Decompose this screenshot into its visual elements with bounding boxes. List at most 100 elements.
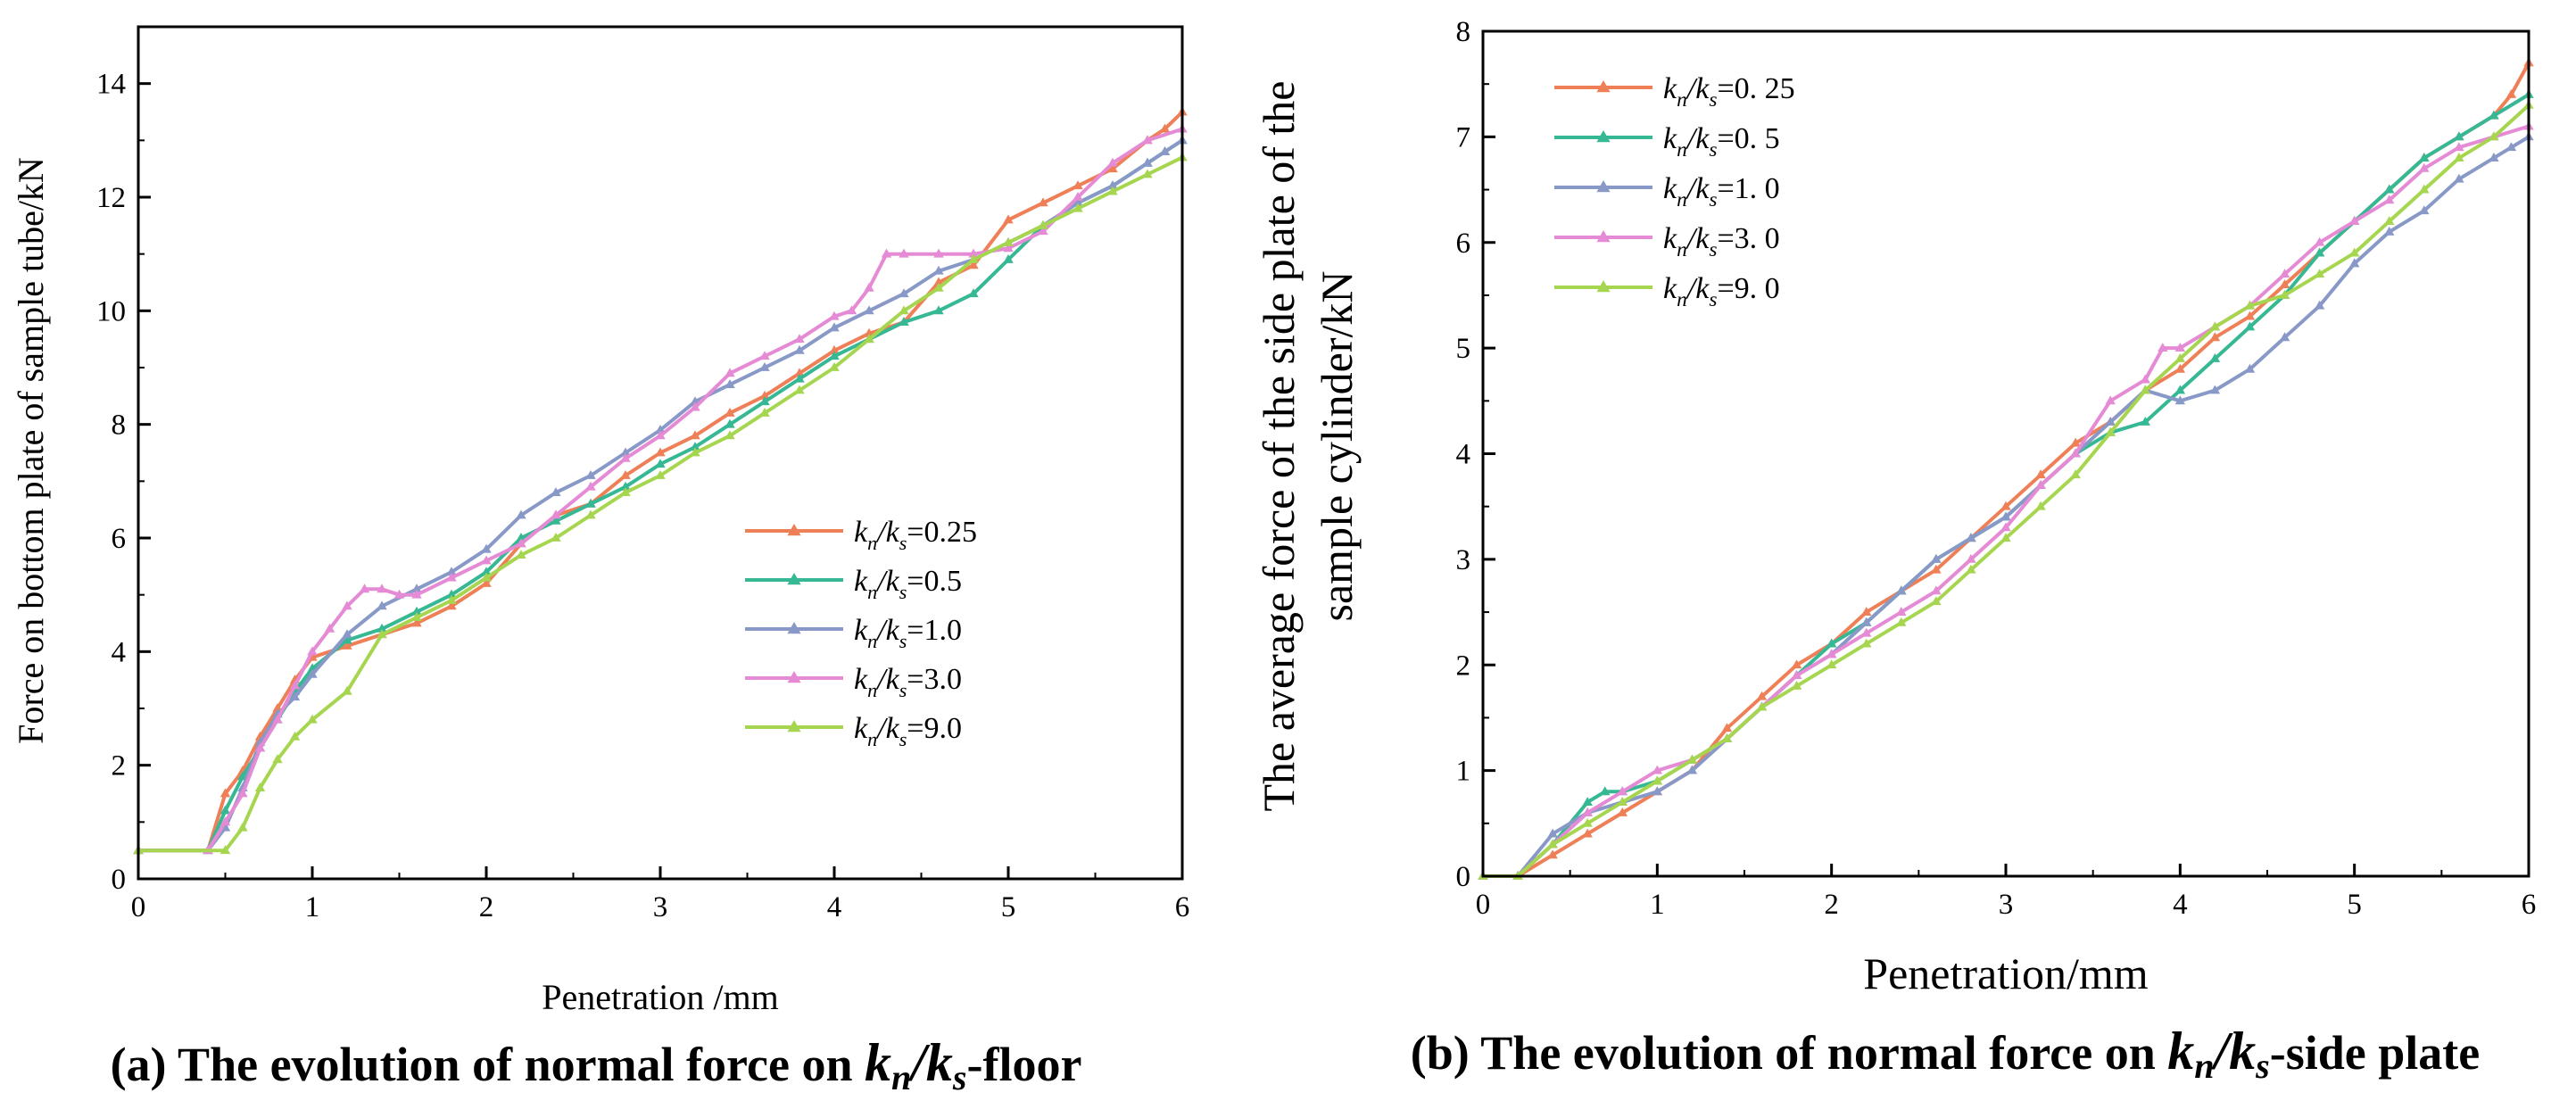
legend-item-kn0_5: kn/ks=0. 5 (1554, 122, 1780, 161)
legend-label: kn/ks=1. 0 (1663, 172, 1780, 211)
data-point (2419, 184, 2430, 194)
data-point (655, 447, 666, 457)
data-point (725, 368, 735, 377)
data-point (690, 447, 700, 457)
legend-marker (1596, 230, 1611, 243)
data-point (272, 754, 283, 764)
data-point (289, 680, 301, 690)
series-line (1483, 62, 2530, 878)
data-point (794, 334, 805, 344)
data-point (2454, 142, 2464, 152)
data-point (1107, 180, 1118, 190)
data-point (725, 407, 735, 417)
data-point (377, 623, 387, 633)
y-tick-label: 0 (112, 864, 127, 896)
data-point (2419, 153, 2430, 161)
x-tick-label: 6 (1175, 891, 1190, 923)
data-point (1791, 659, 1802, 669)
data-point (2174, 395, 2186, 405)
data-point (2489, 131, 2499, 141)
data-point (2105, 416, 2116, 426)
data-point (1791, 670, 1802, 679)
y-axis-label-b-line1: The average force of the side plate of t… (1254, 80, 1304, 811)
data-point (446, 589, 457, 599)
caption-a-prefix: (a) The evolution of normal force on (111, 1038, 865, 1091)
series-line (1483, 103, 2530, 878)
series-line (1483, 124, 2530, 878)
data-point (1107, 157, 1118, 167)
legend-a: kn/ks=0.25 kn/ks=0.5 kn/ks=1.0 kn/ks=3.0 kn/… (745, 516, 977, 750)
data-point (1652, 786, 1663, 796)
legend-label: kn/ks=0. 25 (1663, 72, 1795, 112)
data-point (933, 248, 944, 258)
data-point (1861, 617, 1872, 626)
data-point (2454, 153, 2464, 161)
data-point (2035, 480, 2046, 489)
data-point (2070, 469, 2081, 479)
x-tick-label: 2 (1824, 889, 1839, 921)
data-point (2140, 385, 2150, 394)
data-point (2140, 416, 2150, 426)
data-point (446, 600, 457, 610)
data-point (864, 305, 874, 315)
data-point (446, 567, 457, 576)
legend-label: kn/ks=3.0 (854, 663, 962, 701)
data-point (2070, 437, 2081, 447)
y-axis-label-b-line2: sample cylinder/kN (1312, 271, 1362, 622)
data-point (377, 600, 387, 610)
data-point (1756, 691, 1768, 700)
data-point (289, 691, 301, 701)
series-line (138, 155, 1183, 853)
caption-b-kn-sub: n (2194, 1046, 2214, 1086)
y-tick-label: 4 (112, 636, 127, 668)
data-point (446, 572, 457, 582)
data-point (899, 288, 909, 298)
data-point (620, 452, 631, 462)
data-point (1038, 219, 1048, 229)
data-point (1721, 723, 1733, 733)
x-tick-label: 4 (2173, 889, 2188, 921)
data-point (2174, 385, 2186, 394)
data-point (620, 481, 631, 491)
legend-item-kn0_25: kn/ks=0. 25 (1554, 72, 1795, 112)
data-point (2419, 205, 2430, 215)
legend-marker (1596, 180, 1611, 193)
data-point (1547, 828, 1558, 838)
series-line (138, 138, 1184, 853)
caption-a-suffix: -floor (967, 1038, 1082, 1091)
data-point (829, 344, 840, 354)
data-point (1582, 817, 1593, 827)
data-point (759, 396, 770, 406)
data-point (393, 589, 405, 599)
plot-frame-b (1481, 29, 2530, 878)
data-point (1652, 775, 1663, 785)
data-point (620, 469, 631, 479)
data-point (411, 589, 422, 599)
data-point (219, 805, 231, 815)
data-point (551, 515, 561, 525)
data-point (481, 577, 492, 587)
data-point (254, 782, 266, 792)
legend-label: kn/ks=9. 0 (1663, 272, 1780, 311)
data-point (411, 606, 422, 616)
data-point (342, 640, 352, 650)
data-point (829, 322, 840, 332)
series-kn9_0 (133, 152, 1188, 855)
data-point (1003, 214, 1014, 224)
data-point (237, 822, 248, 832)
data-point (933, 277, 944, 286)
data-point (1600, 786, 1611, 796)
data-point (2384, 226, 2395, 236)
data-point (690, 442, 700, 451)
data-point (1896, 617, 1907, 626)
data-point (1582, 797, 1593, 807)
data-point (794, 385, 805, 394)
legend-item-kn0_25: kn/ks=0.25 (745, 516, 977, 554)
data-point (794, 344, 805, 354)
legend-item-kn3_0: kn/ks=3.0 (745, 663, 962, 701)
data-point (2070, 448, 2081, 458)
data-point (725, 379, 735, 388)
data-point (1107, 163, 1118, 173)
series-kn0_25 (133, 106, 1188, 855)
